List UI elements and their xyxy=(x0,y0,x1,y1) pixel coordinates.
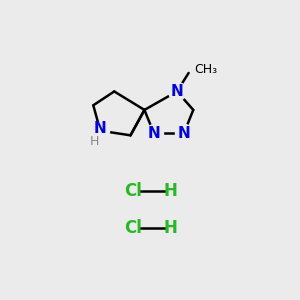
Text: Cl: Cl xyxy=(124,219,142,237)
Text: CH₃: CH₃ xyxy=(194,63,218,76)
Text: N: N xyxy=(178,125,190,140)
Text: N: N xyxy=(171,84,183,99)
Text: H: H xyxy=(90,135,99,148)
Text: N: N xyxy=(94,121,107,136)
Text: H: H xyxy=(163,219,177,237)
Text: N: N xyxy=(147,125,160,140)
Text: H: H xyxy=(163,182,177,200)
Text: Cl: Cl xyxy=(124,182,142,200)
